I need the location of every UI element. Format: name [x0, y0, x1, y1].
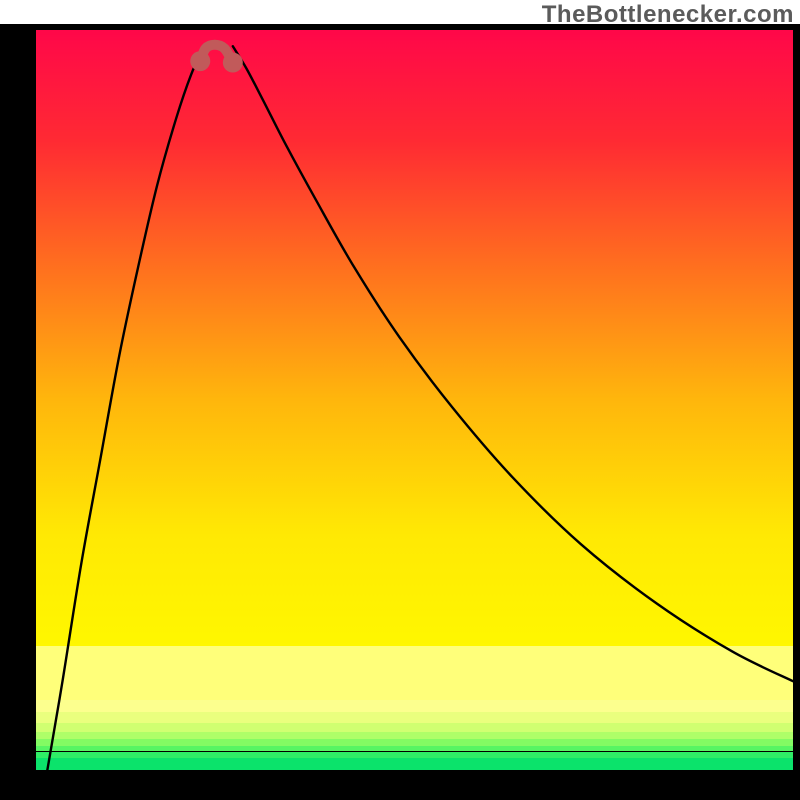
plot-frame — [0, 24, 800, 800]
watermark-text: TheBottlenecker.com — [542, 1, 794, 29]
plot-svg — [36, 30, 793, 770]
plot-area — [36, 30, 793, 770]
bottleneck-curve-ascending — [47, 46, 204, 770]
bottleneck-curve-descending — [233, 46, 793, 681]
chart-stage: TheBottlenecker.com — [0, 0, 800, 800]
minimum-marker-dot — [223, 53, 243, 73]
minimum-marker-dot — [190, 51, 210, 71]
